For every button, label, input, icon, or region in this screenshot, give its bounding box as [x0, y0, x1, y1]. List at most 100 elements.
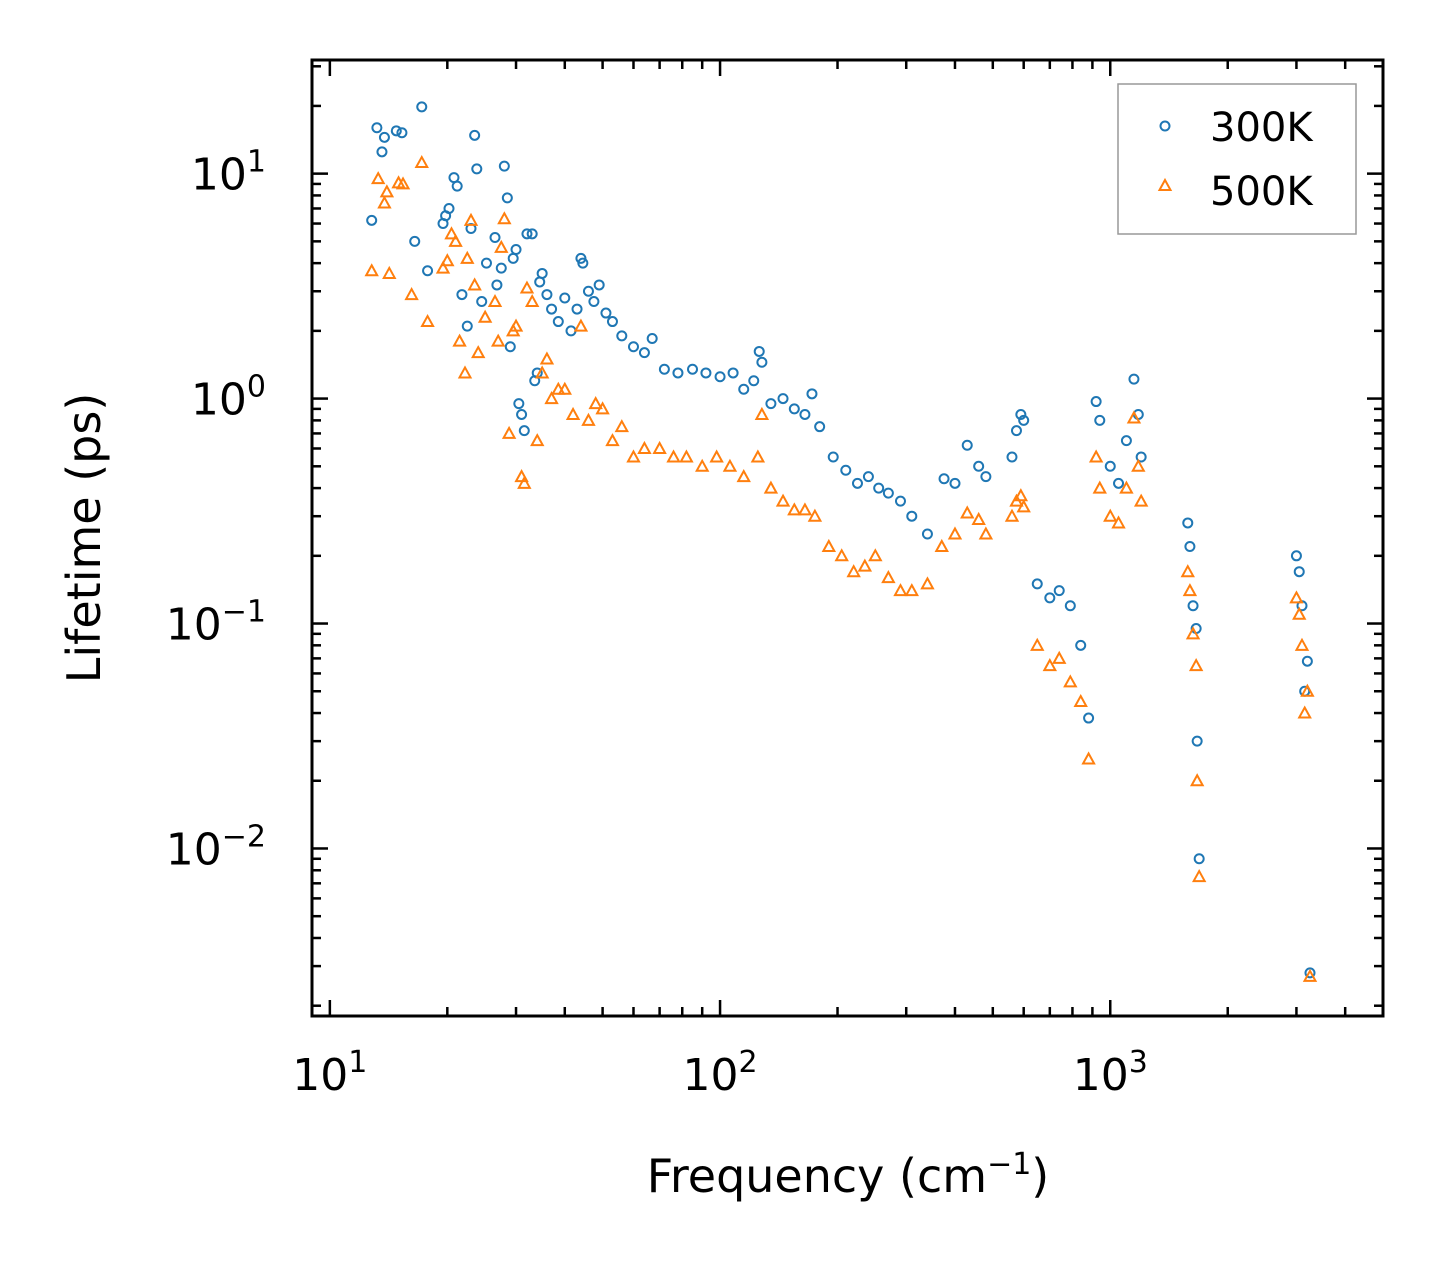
data-points — [364, 101, 1318, 982]
y-tick-label-exponent: 1 — [247, 145, 266, 180]
data-point-300k — [1191, 735, 1203, 747]
y-tick-label: 100 — [191, 370, 266, 426]
x-tick-label-base: 10 — [292, 1050, 348, 1101]
data-point-300k — [851, 477, 863, 489]
data-point-500k — [1188, 658, 1204, 672]
data-point-300k — [443, 202, 455, 214]
data-point-300k — [1290, 550, 1302, 562]
data-point-500k — [595, 401, 610, 415]
data-point-500k — [947, 526, 963, 540]
y-tick-label-base: 10 — [191, 150, 247, 201]
data-point-500k — [1185, 626, 1201, 640]
data-point-500k — [1103, 508, 1118, 522]
data-point-300k — [1182, 517, 1194, 529]
data-point-500k — [452, 333, 467, 347]
data-point-300k — [672, 367, 684, 379]
data-point-500k — [414, 154, 429, 169]
data-point-300k — [980, 471, 992, 483]
y-tick-label-base: 10 — [166, 824, 222, 875]
data-point-300k — [376, 146, 388, 158]
data-point-300k — [814, 421, 826, 433]
data-point-300k — [616, 330, 628, 342]
data-point-500k — [534, 365, 550, 379]
x-tick-label-base: 10 — [1073, 1050, 1129, 1101]
data-point-500k — [440, 253, 455, 267]
data-point-500k — [1126, 410, 1142, 424]
data-point-300k — [498, 160, 510, 172]
data-point-500k — [1081, 751, 1096, 765]
data-point-500k — [1016, 499, 1031, 513]
data-point-300k — [727, 367, 739, 379]
data-point-500k — [435, 260, 451, 274]
data-point-300k — [390, 125, 402, 137]
data-point-500k — [750, 449, 766, 463]
y-axis-label: Lifetime (ps) — [57, 393, 111, 684]
data-point-500k — [960, 505, 975, 519]
data-point-300k — [495, 262, 507, 274]
data-point-300k — [827, 451, 839, 463]
data-point-300k — [489, 232, 501, 244]
data-point-300k — [938, 473, 950, 485]
data-point-500k — [797, 502, 813, 516]
data-point-300k — [469, 129, 481, 141]
data-point-300k — [559, 292, 571, 304]
x-axis-label-base: Frequency (cm — [647, 1149, 987, 1203]
data-point-500k — [709, 449, 724, 463]
data-point-500k — [364, 263, 379, 277]
data-point-500k — [1182, 583, 1198, 597]
data-point-500k — [519, 280, 535, 294]
data-point-500k — [1052, 650, 1067, 664]
data-point-500k — [868, 548, 883, 562]
data-point-500k — [581, 412, 596, 426]
y-tick-label: 10−2 — [166, 819, 266, 875]
data-point-300k — [451, 180, 463, 192]
data-point-500k — [487, 293, 503, 308]
data-point-300k — [588, 296, 600, 308]
data-point-300k — [1193, 853, 1205, 865]
y-tick-label: 10−1 — [166, 595, 266, 651]
data-point-500k — [679, 449, 694, 463]
y-tick-label-exponent: −2 — [222, 819, 266, 854]
data-point-300k — [366, 214, 378, 226]
data-point-300k — [552, 316, 564, 328]
data-point-500k — [565, 406, 581, 420]
x-tick-label: 103 — [1073, 1045, 1148, 1101]
data-point-500k — [1131, 458, 1146, 472]
data-point-300k — [541, 289, 553, 301]
legend-marker-500k — [1157, 177, 1173, 191]
data-point-300k — [526, 228, 538, 240]
data-point-300k — [461, 320, 473, 332]
data-point-300k — [687, 363, 699, 375]
data-point-300k — [788, 403, 800, 415]
data-point-500k — [637, 440, 652, 454]
legend: 300K 500K — [1117, 83, 1357, 235]
data-point-500k — [614, 419, 629, 433]
data-point-300k — [1018, 414, 1030, 426]
data-point-500k — [508, 318, 524, 332]
data-point-300k — [1135, 451, 1147, 463]
data-point-500k — [573, 318, 589, 332]
data-point-300k — [1293, 566, 1305, 578]
data-point-300k — [765, 398, 777, 410]
data-point-500k — [626, 449, 641, 463]
data-point-500k — [605, 433, 620, 447]
data-point-300k — [501, 192, 513, 204]
data-point-300k — [516, 408, 528, 420]
data-point-500k — [404, 286, 419, 301]
data-point-300k — [593, 279, 605, 291]
data-point-300k — [371, 122, 383, 134]
data-point-500k — [1133, 493, 1149, 507]
data-point-500k — [1300, 683, 1315, 697]
data-point-300k — [753, 345, 765, 357]
data-point-300k — [491, 279, 503, 291]
data-point-300k — [600, 307, 612, 319]
data-point-300k — [546, 303, 558, 315]
data-point-300k — [1015, 408, 1027, 420]
data-point-500k — [1189, 773, 1205, 787]
legend-box — [1117, 83, 1357, 235]
data-point-300k — [1031, 578, 1043, 590]
data-point-300k — [1184, 541, 1196, 553]
data-point-300k — [1064, 600, 1076, 612]
